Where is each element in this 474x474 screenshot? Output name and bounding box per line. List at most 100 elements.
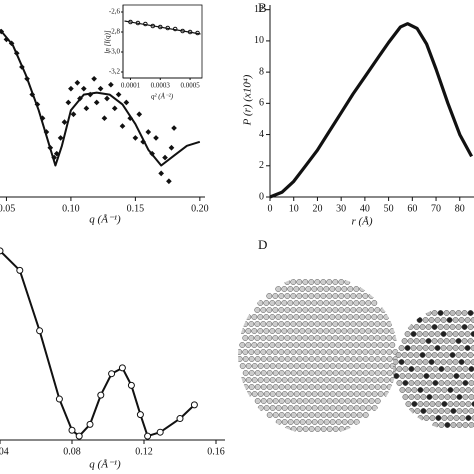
bead: [344, 412, 351, 418]
bead: [308, 279, 315, 285]
bead: [350, 335, 357, 341]
bead: [356, 335, 363, 341]
bead: [371, 328, 378, 334]
bead: [341, 286, 348, 292]
bead: [332, 293, 339, 299]
bead: [326, 321, 333, 327]
bead: [287, 419, 294, 425]
x-tick-label: 0.10: [62, 203, 80, 214]
x-tick-label: 10: [289, 203, 299, 214]
bead: [335, 328, 342, 334]
bead: [332, 279, 339, 285]
bead: [278, 349, 285, 355]
bead: [452, 359, 459, 365]
x-tick-label: 0.0003: [151, 82, 171, 90]
bead: [332, 349, 339, 355]
bead-model: [238, 279, 398, 432]
bead: [311, 314, 318, 320]
x-tick-label: 40: [360, 203, 370, 214]
bead: [350, 370, 357, 376]
bead: [308, 356, 315, 362]
bead: [380, 321, 387, 327]
bead: [335, 286, 342, 292]
bead: [335, 419, 342, 425]
bead: [380, 370, 387, 376]
bead: [323, 286, 330, 292]
x-axis-label: q² (Å⁻²): [151, 93, 174, 101]
bead: [281, 405, 288, 411]
bead: [254, 370, 261, 376]
bead: [266, 398, 273, 404]
bead: [434, 345, 441, 351]
bead: [254, 398, 261, 404]
bead: [329, 363, 336, 369]
bead: [350, 349, 357, 355]
bead: [383, 377, 390, 383]
bead: [393, 359, 399, 365]
bead: [432, 394, 439, 400]
bead: [296, 321, 303, 327]
bead: [287, 342, 294, 348]
bead: [347, 363, 354, 369]
bead: [440, 331, 447, 337]
bead: [290, 384, 297, 390]
bead: [444, 366, 451, 372]
bead: [332, 321, 339, 327]
point: [97, 85, 104, 92]
bead: [320, 321, 327, 327]
bead: [377, 314, 384, 320]
bead: [239, 342, 246, 348]
point: [75, 432, 83, 440]
bead: [399, 373, 406, 379]
bead: [386, 384, 393, 390]
bead: [344, 384, 351, 390]
bead: [269, 377, 276, 383]
bead: [350, 293, 357, 299]
bead: [350, 398, 357, 404]
bead: [272, 335, 279, 341]
point: [168, 144, 175, 151]
point: [145, 129, 152, 135]
bead: [449, 324, 456, 330]
bead: [450, 394, 457, 400]
bead: [374, 335, 381, 341]
bead: [305, 314, 312, 320]
bead: [452, 345, 459, 351]
bead: [408, 366, 415, 372]
bead: [368, 307, 375, 313]
bead: [423, 401, 430, 407]
point: [153, 135, 159, 141]
bead: [254, 321, 261, 327]
point: [166, 178, 172, 185]
point: [115, 91, 122, 98]
bead: [320, 307, 327, 313]
bead: [458, 331, 465, 337]
point: [176, 415, 184, 423]
bead: [368, 370, 375, 376]
bead: [350, 321, 357, 327]
bead: [422, 331, 429, 337]
bead: [299, 391, 306, 397]
bead: [413, 338, 420, 344]
bead: [332, 307, 339, 313]
x-tick-label: 0.05: [0, 203, 15, 214]
bead: [275, 419, 282, 425]
bead: [266, 349, 273, 355]
bead: [374, 321, 381, 327]
bead: [452, 331, 459, 337]
bead: [365, 363, 372, 369]
point: [104, 95, 110, 102]
bead: [441, 415, 448, 421]
x-tick-label: 70: [431, 203, 441, 214]
y-tick-label: 12: [254, 4, 264, 15]
bead: [362, 293, 369, 299]
bead: [290, 279, 297, 285]
bead: [450, 380, 457, 386]
bead: [356, 349, 363, 355]
bead: [359, 391, 366, 397]
bead: [263, 391, 270, 397]
bead: [263, 363, 270, 369]
x-tick-label: 0.16: [207, 446, 225, 457]
bead: [432, 380, 439, 386]
bead: [435, 387, 442, 393]
